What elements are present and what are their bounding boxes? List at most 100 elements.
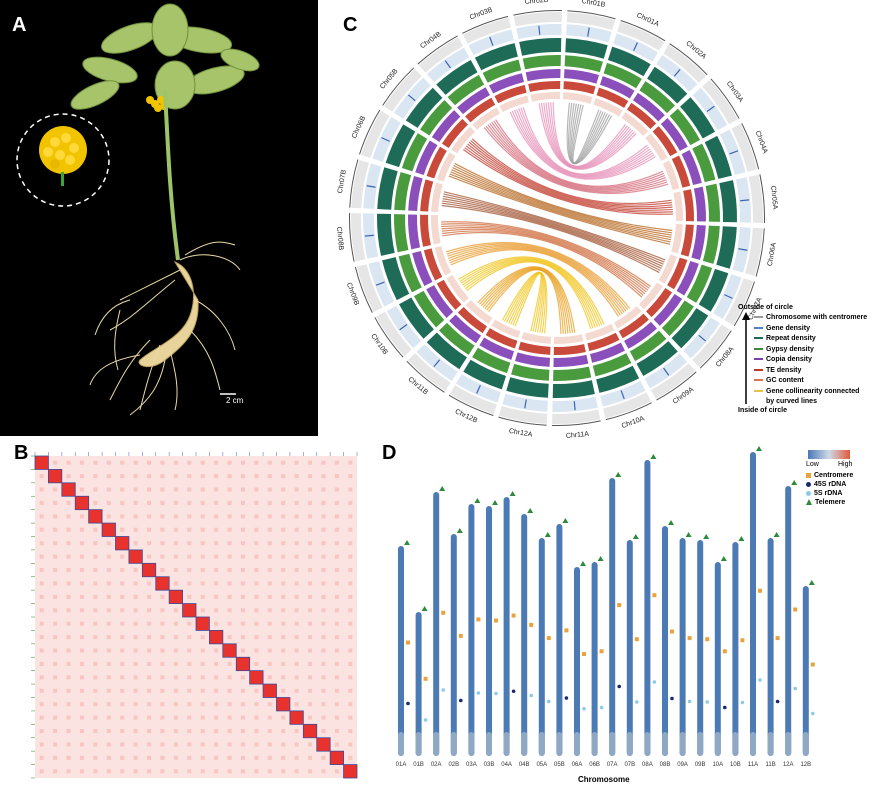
heatmap-offdiag-cell <box>106 608 111 613</box>
heatmap-offdiag-cell <box>93 742 98 747</box>
heatmap-offdiag-cell <box>147 621 152 626</box>
heatmap-offdiag-cell <box>133 675 138 680</box>
rdna-marker <box>406 701 410 706</box>
heatmap-offdiag-cell <box>53 729 58 734</box>
heatmap-offdiag-cell <box>93 661 98 666</box>
chromosome-label: 10A <box>712 762 723 768</box>
te-density-ring-segment <box>587 332 620 352</box>
heatmap-offdiag-cell <box>227 742 232 747</box>
heatmap-diagonal-block <box>34 455 49 470</box>
gc-content-ring-segment <box>446 275 469 303</box>
heatmap-offdiag-cell <box>281 742 286 747</box>
legend-swatch <box>754 389 763 392</box>
heatmap-offdiag-cell <box>120 554 125 559</box>
heatmap-offdiag-cell <box>321 661 326 666</box>
heatmap-offdiag-cell <box>200 688 205 693</box>
heatmap-offdiag-cell <box>254 648 259 653</box>
heatmap-offdiag-cell <box>173 688 178 693</box>
heatmap-offdiag-cell <box>214 460 219 465</box>
heatmap-offdiag-cell <box>66 729 71 734</box>
heatmap-offdiag-cell <box>147 769 152 774</box>
heatmap-offdiag-cell <box>120 769 125 774</box>
legend-swatch <box>754 347 763 350</box>
scale-arc <box>349 159 359 208</box>
heatmap-offdiag-cell <box>106 688 111 693</box>
root-body <box>138 260 199 368</box>
chromosome-label: Chr03B <box>469 6 494 21</box>
heatmap-offdiag-cell <box>308 702 313 707</box>
copia-density-ring-segment <box>681 150 702 185</box>
heatmap-diagonal-block <box>74 495 90 511</box>
gypsy-density-ring-segment <box>669 108 701 146</box>
heatmap-offdiag-cell <box>106 621 111 626</box>
scale-gradient <box>808 450 850 459</box>
heatmap-offdiag-cell <box>160 487 165 492</box>
copia-density-ring-segment <box>553 354 589 367</box>
heatmap-offdiag-cell <box>321 514 326 519</box>
chromosome-label: 03B <box>484 762 495 768</box>
repeat-density-ring-segment <box>552 380 595 398</box>
heatmap-offdiag-cell <box>133 648 138 653</box>
heatmap-offdiag-cell <box>267 554 272 559</box>
gypsy-density-ring-segment <box>398 253 422 293</box>
chromosome-ring-segment <box>663 44 707 83</box>
heatmap-offdiag-cell <box>147 460 152 465</box>
rdna-marker <box>652 680 657 684</box>
heatmap-offdiag-cell <box>227 514 232 519</box>
repeat-density-ring-segment <box>474 43 518 71</box>
repeat-density-ring-segment <box>519 37 562 56</box>
heatmap-offdiag-cell <box>267 500 272 505</box>
chromosome-bar <box>538 538 545 756</box>
heatmap-offdiag-cell <box>53 702 58 707</box>
heatmap-offdiag-cell <box>294 729 299 734</box>
heatmap-offdiag-cell <box>79 688 84 693</box>
heatmap-offdiag-cell <box>39 661 44 666</box>
gypsy-density-ring-segment <box>447 74 485 106</box>
heatmap-offdiag-cell <box>160 460 165 465</box>
heatmap-offdiag-cell <box>187 661 192 666</box>
heatmap-offdiag-cell <box>133 635 138 640</box>
heatmap-offdiag-cell <box>200 648 205 653</box>
heatmap-offdiag-cell <box>133 568 138 573</box>
heatmap-offdiag-cell <box>93 474 98 479</box>
collinearity-link <box>463 259 596 328</box>
gc-content-ring-segment <box>451 126 475 154</box>
heatmap-offdiag-cell <box>321 608 326 613</box>
collinearity-link <box>442 195 664 265</box>
rdna-marker <box>793 686 797 691</box>
heatmap-offdiag-cell <box>294 755 299 760</box>
heatmap-offdiag-cell <box>348 729 353 734</box>
heatmap-offdiag-cell <box>147 755 152 760</box>
heatmap-offdiag-cell <box>53 541 58 546</box>
heatmap-offdiag-cell <box>334 661 339 666</box>
heatmap-offdiag-cell <box>227 608 232 613</box>
repeat-density-ring-segment <box>565 38 608 59</box>
heatmap-offdiag-cell <box>147 581 152 586</box>
chromosome-tail <box>714 732 721 756</box>
heatmap-diagonal-block <box>343 764 358 779</box>
heatmap-offdiag-cell <box>173 729 178 734</box>
legend-circle-swatch <box>806 481 811 487</box>
heatmap-offdiag-cell <box>214 769 219 774</box>
heatmap-offdiag-cell <box>133 514 138 519</box>
heatmap-offdiag-cell <box>53 581 58 586</box>
heatmap-offdiag-cell <box>200 460 205 465</box>
heatmap-offdiag-cell <box>254 755 259 760</box>
heatmap-offdiag-cell <box>106 514 111 519</box>
heatmap-offdiag-cell <box>254 742 259 747</box>
heatmap-offdiag-cell <box>267 635 272 640</box>
chromosome-tail <box>538 732 545 756</box>
gc-content-ring-segment <box>585 323 615 341</box>
heatmap-offdiag-cell <box>321 581 326 586</box>
heatmap-offdiag-cell <box>173 675 178 680</box>
copia-density-ring-segment <box>408 176 423 212</box>
heatmap-offdiag-cell <box>160 755 165 760</box>
heatmap-offdiag-cell <box>308 487 313 492</box>
chromosome-ring-segment <box>724 278 754 326</box>
heatmap-offdiag-cell <box>334 648 339 653</box>
heatmap-offdiag-cell <box>79 675 84 680</box>
heatmap-offdiag-cell <box>147 635 152 640</box>
copia-density-ring-segment <box>691 224 706 260</box>
heatmap-offdiag-cell <box>147 487 152 492</box>
centromere-mark <box>444 60 451 69</box>
